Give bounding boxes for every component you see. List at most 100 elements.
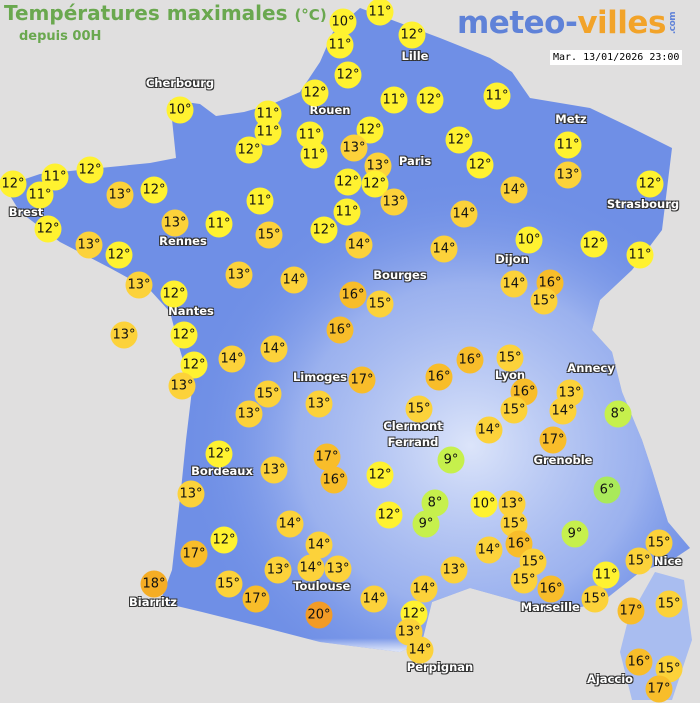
temperature-marker[interactable]: 15° [405,395,433,423]
temperature-marker[interactable]: 12° [160,280,188,307]
temperature-marker[interactable]: 12° [0,170,27,198]
temperature-marker[interactable]: 12° [170,321,198,349]
meteo-villes-logo[interactable]: meteo-villes .com [457,5,688,41]
temperature-marker[interactable]: 15° [625,547,653,574]
temperature-marker[interactable]: 9° [412,510,440,538]
temperature-marker[interactable]: 15° [254,380,282,408]
temperature-marker[interactable]: 8° [604,400,632,428]
temperature-marker[interactable]: 13° [554,161,582,189]
temperature-marker[interactable]: 16° [326,316,354,344]
temperature-marker[interactable]: 14° [280,266,308,294]
temperature-marker[interactable]: 9° [437,446,465,474]
temperature-marker[interactable]: 14° [260,335,288,363]
temperature-marker[interactable]: 10° [329,8,357,36]
temperature-marker[interactable]: 14° [475,536,503,564]
temperature-marker[interactable]: 14° [430,235,458,263]
temperature-marker[interactable]: 17° [617,597,645,625]
temperature-marker[interactable]: 12° [34,215,62,243]
temperature-marker[interactable]: 16° [537,575,565,603]
temperature-marker[interactable]: 11° [626,241,654,269]
temperature-marker[interactable]: 14° [218,345,246,373]
temperature-marker[interactable]: 14° [360,585,388,613]
temperature-marker[interactable]: 10° [470,490,498,518]
temperature-marker[interactable]: 16° [339,281,367,309]
temperature-marker[interactable]: 15° [510,566,538,594]
temperature-marker[interactable]: 11° [205,210,233,238]
temperature-marker[interactable]: 13° [75,231,103,259]
temperature-marker[interactable]: 14° [475,416,503,444]
temperature-marker[interactable]: 11° [41,163,69,191]
temperature-marker[interactable]: 11° [326,31,354,59]
temperature-marker[interactable]: 12° [466,151,494,179]
temperature-marker[interactable]: 13° [380,188,408,216]
temperature-marker[interactable]: 13° [125,271,153,299]
temperature-marker[interactable]: 9° [561,520,589,548]
temperature-marker[interactable]: 12° [140,176,168,204]
temperature-marker[interactable]: 12° [205,440,233,467]
temperature-marker[interactable]: 11° [554,131,582,159]
temperature-marker[interactable]: 12° [580,230,608,258]
temperature-marker[interactable]: 12° [235,136,263,164]
temperature-marker[interactable]: 15° [500,396,528,423]
temperature-marker[interactable]: 13° [305,390,333,418]
temperature-marker[interactable]: 13° [177,480,205,508]
temperature-marker[interactable]: 14° [410,575,438,603]
temperature-marker[interactable]: 10° [166,96,194,124]
temperature-marker[interactable]: 14° [297,554,325,582]
temperature-marker[interactable]: 11° [380,86,408,114]
temperature-marker[interactable]: 12° [76,156,104,184]
temperature-marker[interactable]: 15° [215,570,242,598]
temperature-marker[interactable]: 12° [334,168,361,196]
temperature-marker[interactable]: 13° [260,456,288,484]
temperature-marker[interactable]: 15° [530,287,558,315]
temperature-marker[interactable]: 12° [445,126,473,154]
temperature-marker[interactable]: 16° [320,466,348,494]
temperature-marker[interactable]: 14° [406,636,434,664]
temperature-marker[interactable]: 13° [340,134,368,162]
temperature-marker[interactable]: 16° [456,346,484,374]
temperature-marker[interactable]: 11° [483,82,511,110]
temperature-marker[interactable]: 14° [276,510,304,538]
temperature-marker[interactable]: 12° [310,216,338,244]
temperature-marker[interactable]: 10° [515,226,543,254]
temperature-marker[interactable]: 11° [246,187,274,215]
temperature-marker[interactable]: 14° [549,397,577,424]
temperature-marker[interactable]: 15° [581,585,609,613]
temperature-marker[interactable]: 13° [440,556,468,584]
temperature-marker[interactable]: 15° [645,529,673,556]
temperature-marker[interactable]: 12° [361,170,388,198]
temperature-marker[interactable]: 13° [324,555,352,582]
temperature-marker[interactable]: 12° [416,86,444,114]
temperature-marker[interactable]: 13° [161,209,189,236]
temperature-marker[interactable]: 13° [225,261,253,289]
temperature-marker[interactable]: 14° [500,270,528,298]
temperature-marker[interactable]: 13° [106,181,134,209]
temperature-marker[interactable]: 11° [333,198,361,226]
temperature-marker[interactable]: 12° [366,461,394,489]
temperature-marker[interactable]: 11° [366,0,394,26]
temperature-marker[interactable]: 17° [348,366,376,394]
temperature-marker[interactable]: 17° [180,540,208,568]
temperature-marker[interactable]: 12° [334,61,362,89]
temperature-marker[interactable]: 20° [305,601,333,629]
temperature-marker[interactable]: 12° [375,501,403,529]
temperature-marker[interactable]: 12° [105,241,133,269]
temperature-marker[interactable]: 12° [636,170,664,198]
temperature-marker[interactable]: 17° [645,675,673,703]
temperature-marker[interactable]: 14° [450,200,478,228]
temperature-marker[interactable]: 16° [425,363,453,391]
temperature-marker[interactable]: 15° [366,290,394,318]
temperature-marker[interactable]: 11° [300,141,328,169]
temperature-marker[interactable]: 6° [593,476,621,504]
temperature-marker[interactable]: 17° [242,585,269,613]
temperature-marker[interactable]: 15° [655,590,683,618]
temperature-marker[interactable]: 13° [168,372,196,400]
temperature-marker[interactable]: 15° [496,344,524,371]
temperature-marker[interactable]: 17° [313,443,341,471]
temperature-marker[interactable]: 12° [398,21,426,49]
temperature-marker[interactable]: 13° [235,400,263,428]
temperature-marker[interactable]: 15° [255,221,283,249]
temperature-marker[interactable]: 13° [264,556,292,584]
temperature-marker[interactable]: 14° [305,531,333,559]
temperature-marker[interactable]: 18° [140,570,168,598]
